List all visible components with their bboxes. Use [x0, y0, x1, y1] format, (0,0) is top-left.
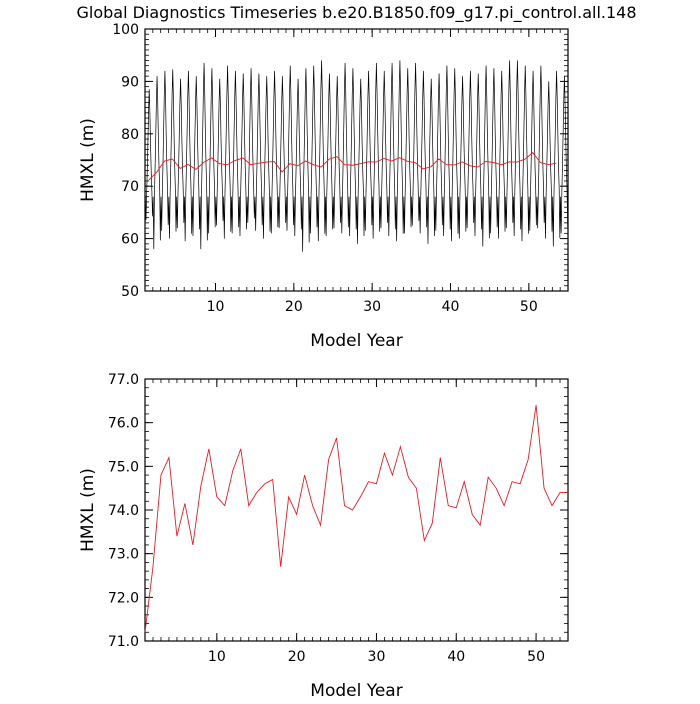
- chart-2-y-tick-label: 76.0: [108, 416, 139, 432]
- chart-1-x-tick-label: 40: [442, 299, 460, 315]
- chart-1-series-annual-line: [148, 152, 557, 181]
- chart-2-series-annual-line: [144, 405, 568, 633]
- chart-2-y-tick-label: 75.0: [108, 459, 139, 475]
- chart-1-x-axis-label: Model Year: [310, 331, 402, 351]
- chart-2-x-tick-label: 10: [208, 649, 226, 665]
- chart-2-y-tick-label: 77.0: [108, 372, 139, 388]
- chart-2-x-tick-label: 50: [527, 649, 545, 665]
- chart-1-y-tick-label: 90: [121, 74, 139, 90]
- chart-1-series-monthly-line: [144, 60, 569, 252]
- chart-2-x-axis-label: Model Year: [310, 681, 402, 700]
- chart-1-y-axis-label: HMXL (m): [78, 118, 98, 202]
- chart-1-y-tick-label: 70: [121, 179, 139, 195]
- chart-2-plot-frame: [144, 378, 569, 642]
- chart-2-y-tick-label: 73.0: [108, 547, 139, 563]
- chart-1-y-tick-label: 50: [121, 284, 139, 300]
- chart-1-x-tick-label: 30: [363, 299, 381, 315]
- chart-1-y-tick-label: 100: [112, 22, 139, 38]
- chart-1-x-tick-label: 20: [285, 299, 303, 315]
- chart-2-y-tick-label: 71.0: [108, 634, 139, 650]
- chart-2-x-tick-label: 20: [288, 649, 306, 665]
- chart-1-y-tick-label: 80: [121, 127, 139, 143]
- chart-2-x-tick-label: 40: [447, 649, 465, 665]
- chart-1-x-tick-label: 10: [207, 299, 225, 315]
- chart-2-y-axis-label: HMXL (m): [78, 468, 98, 552]
- chart-2-y-tick-label: 72.0: [108, 590, 139, 606]
- chart-2-x-tick-label: 30: [368, 649, 386, 665]
- chart-1-title: Global Diagnostics Timeseries b.e20.B185…: [76, 3, 636, 23]
- chart-1-y-tick-label: 60: [121, 232, 139, 248]
- chart-2-y-tick-label: 74.0: [108, 503, 139, 519]
- chart-1-x-tick-label: 50: [520, 299, 538, 315]
